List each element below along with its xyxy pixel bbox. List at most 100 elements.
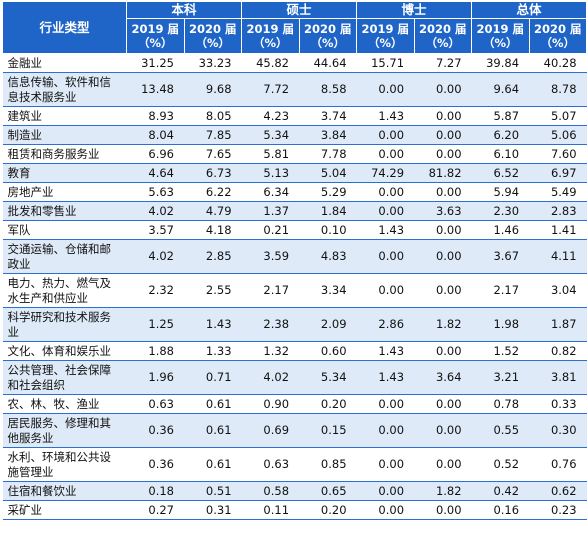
percentage-cell: 7.65	[184, 144, 242, 164]
percentage-cell: 8.93	[126, 106, 184, 126]
table-row: 建筑业 8.93 8.05 4.23 3.74 1.43 0.00 5.87 5.07	[2, 106, 587, 126]
percentage-cell: 0.58	[241, 481, 300, 501]
percentage-cell: 6.22	[184, 182, 242, 202]
percentage-cell: 0.63	[126, 394, 184, 414]
percentage-cell: 5.87	[471, 106, 530, 126]
percentage-cell: 4.83	[299, 239, 357, 274]
industry-name-cell: 军队	[2, 220, 127, 240]
percentage-cell: 15.71	[356, 53, 415, 73]
percentage-cell: 40.28	[529, 53, 587, 73]
percentage-cell: 0.00	[414, 500, 472, 520]
percentage-cell: 2.32	[126, 273, 184, 308]
percentage-cell: 81.82	[414, 163, 472, 183]
percentage-cell: 4.02	[126, 239, 184, 274]
table-row: 居民服务、修理和其他服务业 0.36 0.61 0.69 0.15 0.00 0.00 0.5…	[2, 413, 587, 448]
percentage-cell: 1.33	[184, 341, 242, 361]
percentage-cell: 0.55	[471, 413, 530, 448]
percentage-cell: 3.81	[529, 360, 587, 395]
percentage-cell: 0.00	[356, 447, 415, 482]
percentage-cell: 1.52	[471, 341, 530, 361]
percentage-cell: 7.85	[184, 125, 242, 145]
percentage-cell: 4.11	[529, 239, 587, 274]
percentage-cell: 7.27	[414, 53, 472, 73]
percentage-cell: 2.86	[356, 307, 415, 342]
percentage-cell: 2.17	[241, 273, 300, 308]
percentage-cell: 1.43	[356, 360, 415, 395]
year-header-2019: 2019 届（%）	[241, 18, 300, 54]
percentage-cell: 0.69	[241, 413, 300, 448]
percentage-cell: 5.34	[299, 360, 357, 395]
percentage-cell: 5.04	[299, 163, 357, 183]
percentage-cell: 0.31	[184, 500, 242, 520]
group-header-master: 硕士	[241, 1, 358, 19]
table-row: 教育 4.64 6.73 5.13 5.04 74.29 81.82 6.52 6.97	[2, 163, 587, 183]
percentage-cell: 6.10	[471, 144, 530, 164]
industry-name-cell: 信息传输、软件和信息技术服务业	[2, 72, 127, 107]
table-row: 电力、热力、燃气及水生产和供应业 2.32 2.55 2.17 3.34 0.00 0.00…	[2, 273, 587, 308]
percentage-cell: 0.00	[414, 220, 472, 240]
percentage-cell: 9.68	[184, 72, 242, 107]
percentage-cell: 1.82	[414, 307, 472, 342]
percentage-cell: 0.90	[241, 394, 300, 414]
percentage-cell: 4.64	[126, 163, 184, 183]
percentage-cell: 8.05	[184, 106, 242, 126]
percentage-cell: 8.04	[126, 125, 184, 145]
percentage-cell: 5.07	[529, 106, 587, 126]
percentage-cell: 0.00	[414, 125, 472, 145]
percentage-cell: 0.00	[414, 239, 472, 274]
year-header-2019: 2019 届（%）	[356, 18, 415, 54]
industry-name-cell: 金融业	[2, 53, 127, 73]
percentage-cell: 0.00	[356, 481, 415, 501]
percentage-cell: 0.00	[356, 144, 415, 164]
percentage-cell: 4.79	[184, 201, 242, 221]
percentage-cell: 0.16	[471, 500, 530, 520]
percentage-cell: 3.59	[241, 239, 300, 274]
percentage-cell: 0.23	[529, 500, 587, 520]
percentage-cell: 0.00	[356, 273, 415, 308]
percentage-cell: 3.64	[414, 360, 472, 395]
group-header-bachelor: 本科	[125, 1, 243, 19]
industry-type-header: 行业类型	[2, 1, 127, 54]
percentage-cell: 0.00	[414, 413, 472, 448]
year-header-2019: 2019 届（%）	[471, 18, 530, 54]
percentage-cell: 2.17	[471, 273, 530, 308]
percentage-cell: 0.15	[299, 413, 357, 448]
percentage-cell: 7.60	[529, 144, 587, 164]
industry-name-cell: 居民服务、修理和其他服务业	[2, 413, 127, 448]
industry-name-cell: 建筑业	[2, 106, 127, 126]
percentage-cell: 0.82	[529, 341, 587, 361]
percentage-cell: 2.55	[184, 273, 242, 308]
percentage-cell: 6.96	[126, 144, 184, 164]
percentage-cell: 0.00	[356, 500, 415, 520]
table-row: 军队 3.57 4.18 0.21 0.10 1.43 0.00 1.46 1.41	[2, 220, 587, 240]
percentage-cell: 3.04	[529, 273, 587, 308]
percentage-cell: 0.00	[414, 144, 472, 164]
percentage-cell: 1.98	[471, 307, 530, 342]
percentage-cell: 0.00	[414, 182, 472, 202]
percentage-cell: 1.43	[184, 307, 242, 342]
percentage-cell: 0.10	[299, 220, 357, 240]
percentage-cell: 3.84	[299, 125, 357, 145]
table-row: 金融业 31.25 33.23 45.82 44.64 15.71 7.27 39.84 40.…	[2, 53, 587, 73]
year-header-2020: 2020 届（%）	[183, 18, 243, 54]
industry-name-cell: 租赁和商务服务业	[2, 144, 127, 164]
percentage-cell: 0.65	[299, 481, 357, 501]
percentage-cell: 6.34	[241, 182, 300, 202]
table-row: 交通运输、仓储和邮政业 4.02 2.85 3.59 4.83 0.00 0.00 3.67 4…	[2, 239, 587, 274]
percentage-cell: 0.20	[299, 500, 357, 520]
percentage-cell: 1.96	[126, 360, 184, 395]
percentage-cell: 5.06	[529, 125, 587, 145]
group-header-overall: 总体	[471, 1, 588, 19]
table-row: 信息传输、软件和信息技术服务业 13.48 9.68 7.72 8.58 0.00 0.00…	[2, 72, 587, 107]
industry-name-cell: 农、林、牧、渔业	[2, 394, 127, 414]
percentage-cell: 1.41	[529, 220, 587, 240]
industry-name-cell: 采矿业	[2, 500, 127, 520]
percentage-cell: 0.11	[241, 500, 300, 520]
percentage-cell: 0.00	[414, 394, 472, 414]
percentage-cell: 1.82	[414, 481, 472, 501]
percentage-cell: 1.43	[356, 106, 415, 126]
percentage-cell: 1.43	[356, 341, 415, 361]
percentage-cell: 0.61	[184, 394, 242, 414]
percentage-cell: 1.25	[126, 307, 184, 342]
percentage-cell: 9.64	[471, 72, 530, 107]
